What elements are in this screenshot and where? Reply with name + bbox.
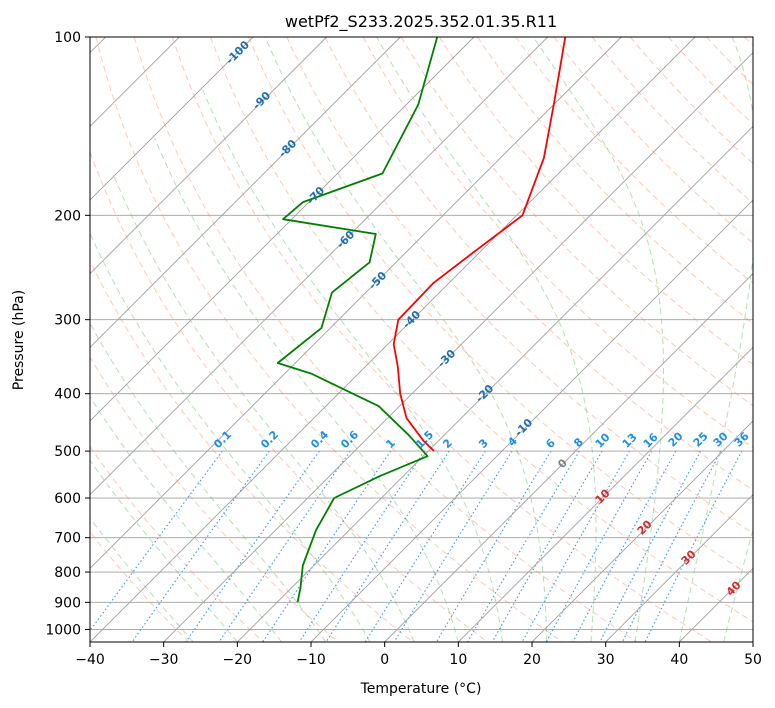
x-tick-label: −40 — [75, 652, 105, 668]
moist-adiabat-line — [90, 232, 371, 642]
moist-adiabat-line — [532, 37, 664, 642]
moist-adiabat-line — [113, 176, 415, 642]
x-tick-label: 0 — [380, 652, 389, 668]
y-tick-label: 800 — [54, 565, 81, 581]
moist-adiabat-line — [264, 37, 548, 642]
isotherm-line — [90, 37, 475, 422]
mixing-ratio-line — [521, 450, 630, 642]
mixing-ratio-line — [90, 450, 223, 632]
isotherm-line — [531, 420, 753, 642]
mixing-ratio-line — [644, 450, 743, 642]
dry-adiabat-line — [210, 37, 753, 623]
grid — [90, 37, 753, 642]
isotherm-line — [163, 52, 753, 642]
moist-adiabat-line — [90, 517, 194, 642]
y-tick-label: 1000 — [45, 622, 81, 638]
moist-adiabat-line — [90, 395, 282, 642]
isotherm-line — [237, 125, 753, 642]
chart-title: wetPf2_S233.2025.352.01.35.R11 — [285, 12, 557, 32]
y-tick-label: 300 — [54, 313, 81, 329]
plot-frame — [89, 36, 754, 643]
x-tick-label: 20 — [523, 652, 541, 668]
x-tick-label: −10 — [296, 652, 326, 668]
isotherm-line — [310, 199, 753, 642]
isotherm-line — [90, 37, 622, 569]
dry-adiabat-line — [477, 37, 753, 325]
mixing-ratio-line — [599, 450, 701, 642]
y-tick-label: 500 — [54, 444, 81, 460]
moist-adiabat-line — [678, 37, 753, 642]
x-tick-label: −20 — [223, 652, 253, 668]
mixing-ratio-line — [298, 450, 425, 642]
mixing-ratio-line — [621, 450, 722, 642]
isotherm-line — [90, 37, 401, 348]
moist-adiabat-line — [201, 88, 503, 642]
moist-adiabat-line — [376, 37, 597, 642]
mixing-ratio-line — [572, 450, 677, 642]
dry-adiabat-line — [324, 37, 753, 491]
x-tick-label: 50 — [744, 652, 762, 668]
y-axis-title: Pressure (hPa) — [11, 290, 27, 390]
y-tick-label: 900 — [54, 595, 81, 611]
isotherm-line — [90, 37, 327, 275]
dry-adiabat-line — [95, 37, 563, 642]
mixing-ratio-line — [218, 450, 351, 642]
y-tick-label: 600 — [54, 491, 81, 507]
mixing-ratio-line — [491, 450, 603, 642]
isotherm-line — [90, 37, 696, 642]
isotherm-line — [90, 37, 254, 201]
mixing-ratio-line — [262, 450, 392, 642]
axis-ticks: −40 −30 −20 −10 0 10 20 30 40 50 100 200 300 400 500 60… — [45, 30, 762, 668]
x-axis-title: Temperature (°C) — [360, 681, 482, 697]
temperature-profile-line — [392, 37, 567, 452]
dry-adiabat-line — [248, 37, 753, 578]
x-tick-label: 10 — [449, 652, 467, 668]
moist-adiabat-line — [723, 528, 753, 642]
dry-adiabat-line — [90, 445, 264, 642]
x-tick-label: −30 — [149, 652, 179, 668]
y-tick-label: 200 — [54, 208, 81, 224]
isotherm-line — [458, 346, 753, 642]
dry-adiabat-line — [90, 150, 488, 642]
x-tick-label: 40 — [670, 652, 688, 668]
isotherm-line — [605, 494, 753, 642]
x-tick-label: 30 — [597, 652, 615, 668]
y-tick-label: 400 — [54, 387, 81, 403]
mixing-ratio-line — [545, 450, 653, 642]
dewpoint-profile-line — [276, 37, 439, 603]
dry-adiabat-line — [133, 37, 638, 642]
y-tick-label: 100 — [54, 30, 81, 46]
moist-adiabat-line — [90, 459, 238, 642]
isotherm-line — [90, 37, 548, 496]
dry-adiabat-line — [90, 356, 339, 642]
profile-series — [276, 37, 567, 603]
dry-adiabat-line — [171, 37, 712, 642]
isotherm-line — [384, 273, 753, 642]
y-tick-label: 700 — [54, 531, 81, 547]
mixing-ratio-line — [185, 450, 320, 642]
dry-adiabat-line — [438, 37, 753, 366]
